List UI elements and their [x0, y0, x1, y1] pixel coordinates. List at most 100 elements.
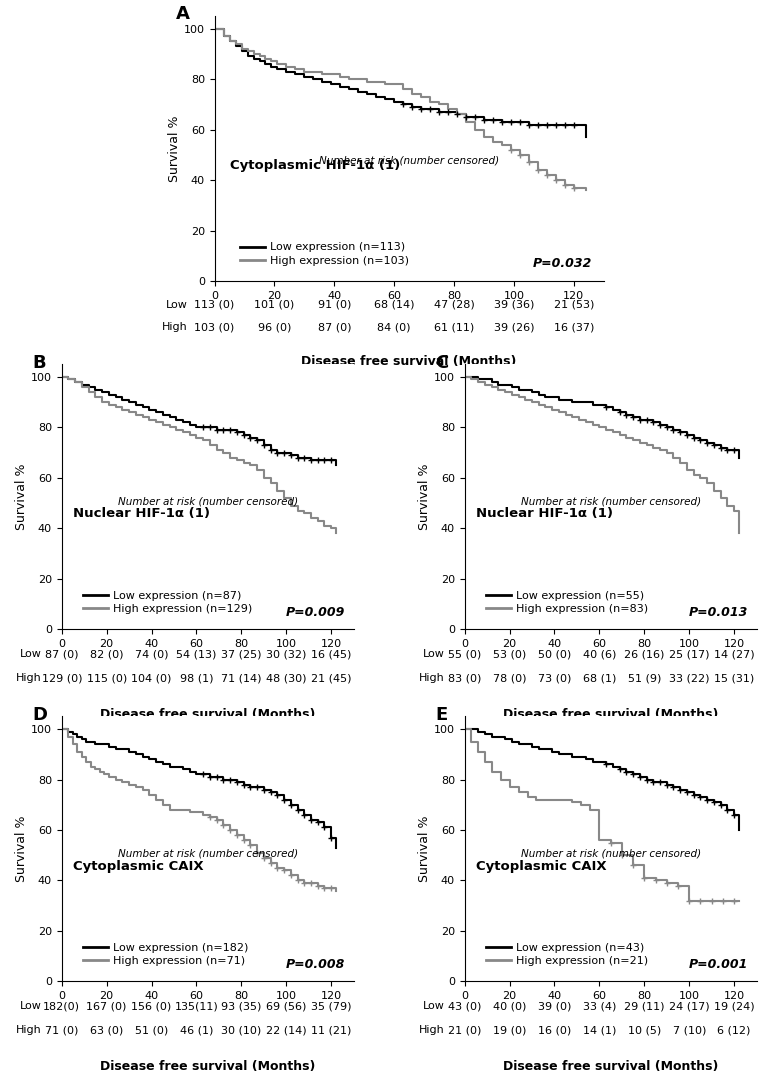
Text: 83 (0): 83 (0) [448, 674, 481, 683]
Text: Cytoplasmic CAIX: Cytoplasmic CAIX [73, 860, 204, 873]
Y-axis label: Survival %: Survival % [168, 116, 181, 182]
Text: 19 (24): 19 (24) [714, 1001, 754, 1011]
Text: 24 (17): 24 (17) [669, 1001, 709, 1011]
Text: 71 (14): 71 (14) [221, 674, 262, 683]
Text: 53 (0): 53 (0) [493, 649, 527, 660]
Text: 48 (30): 48 (30) [266, 674, 306, 683]
Text: 156 (0): 156 (0) [131, 1001, 171, 1011]
Text: 103 (0): 103 (0) [195, 322, 235, 332]
Text: 14 (27): 14 (27) [714, 649, 754, 660]
Text: 135(11): 135(11) [174, 1001, 218, 1011]
Text: Disease free survival (Months): Disease free survival (Months) [100, 708, 316, 721]
Text: 26 (16): 26 (16) [624, 649, 665, 660]
Text: 98 (1): 98 (1) [180, 674, 213, 683]
Text: E: E [435, 706, 448, 724]
Legend: Low expression (n=113), High expression (n=103): Low expression (n=113), High expression … [235, 238, 414, 270]
Text: 50 (0): 50 (0) [538, 649, 571, 660]
Text: 29 (11): 29 (11) [624, 1001, 665, 1011]
Text: 115 (0): 115 (0) [86, 674, 127, 683]
Text: 167 (0): 167 (0) [86, 1001, 127, 1011]
Text: 46 (1): 46 (1) [180, 1025, 213, 1036]
Text: 68 (14): 68 (14) [374, 300, 415, 310]
Legend: Low expression (n=43), High expression (n=21): Low expression (n=43), High expression (… [482, 938, 653, 970]
Y-axis label: Survival %: Survival % [15, 464, 29, 530]
Text: High: High [418, 674, 445, 683]
Text: P=0.032: P=0.032 [533, 257, 592, 271]
Text: 30 (10): 30 (10) [222, 1025, 262, 1036]
Text: 63 (0): 63 (0) [90, 1025, 124, 1036]
Text: P=0.009: P=0.009 [286, 606, 345, 619]
Text: Disease free survival (Months): Disease free survival (Months) [503, 1060, 718, 1071]
Text: 54 (13): 54 (13) [176, 649, 217, 660]
Text: 104 (0): 104 (0) [131, 674, 172, 683]
Text: 73 (0): 73 (0) [538, 674, 571, 683]
Text: Nuclear HIF-1α (1): Nuclear HIF-1α (1) [476, 508, 613, 521]
Legend: Low expression (n=182), High expression (n=71): Low expression (n=182), High expression … [79, 938, 253, 970]
Y-axis label: Survival %: Survival % [418, 816, 431, 883]
Text: High: High [15, 674, 42, 683]
Text: 129 (0): 129 (0) [42, 674, 82, 683]
Text: Low: Low [166, 300, 188, 310]
Text: 40 (6): 40 (6) [583, 649, 616, 660]
Text: Number at risk (number censored): Number at risk (number censored) [117, 848, 298, 859]
Text: Disease free survival (Months): Disease free survival (Months) [503, 708, 718, 721]
Text: 93 (35): 93 (35) [222, 1001, 262, 1011]
Legend: Low expression (n=87), High expression (n=129): Low expression (n=87), High expression (… [79, 586, 257, 619]
Text: 55 (0): 55 (0) [448, 649, 481, 660]
Text: 87 (0): 87 (0) [45, 649, 79, 660]
Text: Cytoplasmic HIF-1α (1): Cytoplasmic HIF-1α (1) [230, 160, 401, 172]
Y-axis label: Survival %: Survival % [15, 816, 29, 883]
Text: Number at risk (number censored): Number at risk (number censored) [520, 497, 701, 507]
Text: P=0.001: P=0.001 [689, 957, 748, 970]
Text: 6 (12): 6 (12) [717, 1025, 751, 1036]
Text: 82 (0): 82 (0) [90, 649, 124, 660]
Text: 51 (9): 51 (9) [628, 674, 661, 683]
Text: Low: Low [19, 649, 42, 660]
Text: High: High [162, 322, 188, 332]
Text: B: B [32, 353, 46, 372]
Text: 21 (45): 21 (45) [311, 674, 351, 683]
Text: 113 (0): 113 (0) [195, 300, 235, 310]
Text: 15 (31): 15 (31) [714, 674, 754, 683]
Text: 87 (0): 87 (0) [317, 322, 351, 332]
Text: 7 (10): 7 (10) [672, 1025, 706, 1036]
Text: 14 (1): 14 (1) [583, 1025, 616, 1036]
Text: 22 (14): 22 (14) [266, 1025, 306, 1036]
Text: Cytoplasmic CAIX: Cytoplasmic CAIX [476, 860, 607, 873]
Text: 16 (45): 16 (45) [311, 649, 351, 660]
Text: Low: Low [422, 1001, 445, 1011]
Text: 25 (17): 25 (17) [669, 649, 709, 660]
Text: 51 (0): 51 (0) [135, 1025, 168, 1036]
Text: Low: Low [19, 1001, 42, 1011]
Text: 21 (53): 21 (53) [554, 300, 594, 310]
Text: P=0.008: P=0.008 [286, 957, 345, 970]
Text: Number at risk (number censored): Number at risk (number censored) [520, 848, 701, 859]
Text: 30 (32): 30 (32) [266, 649, 306, 660]
Text: 16 (0): 16 (0) [538, 1025, 571, 1036]
Text: Low: Low [422, 649, 445, 660]
Text: 11 (21): 11 (21) [311, 1025, 351, 1036]
Text: 35 (79): 35 (79) [311, 1001, 351, 1011]
Text: Number at risk (number censored): Number at risk (number censored) [117, 497, 298, 507]
Text: High: High [418, 1025, 445, 1036]
Text: D: D [32, 706, 48, 724]
Text: P=0.013: P=0.013 [689, 606, 748, 619]
Y-axis label: Survival %: Survival % [418, 464, 431, 530]
Text: C: C [435, 353, 449, 372]
Text: 19 (0): 19 (0) [493, 1025, 527, 1036]
Text: 96 (0): 96 (0) [258, 322, 291, 332]
Text: 33 (22): 33 (22) [669, 674, 709, 683]
Text: 101 (0): 101 (0) [254, 300, 295, 310]
Text: 16 (37): 16 (37) [554, 322, 594, 332]
Text: 39 (0): 39 (0) [538, 1001, 571, 1011]
Text: 91 (0): 91 (0) [317, 300, 351, 310]
Text: 61 (11): 61 (11) [434, 322, 474, 332]
Text: 37 (25): 37 (25) [221, 649, 262, 660]
Text: 40 (0): 40 (0) [493, 1001, 527, 1011]
Text: 47 (28): 47 (28) [434, 300, 475, 310]
Text: High: High [15, 1025, 42, 1036]
Text: Nuclear HIF-1α (1): Nuclear HIF-1α (1) [73, 508, 211, 521]
Text: Disease free survival (Months): Disease free survival (Months) [100, 1060, 316, 1071]
Text: 39 (36): 39 (36) [494, 300, 534, 310]
Text: 71 (0): 71 (0) [45, 1025, 79, 1036]
